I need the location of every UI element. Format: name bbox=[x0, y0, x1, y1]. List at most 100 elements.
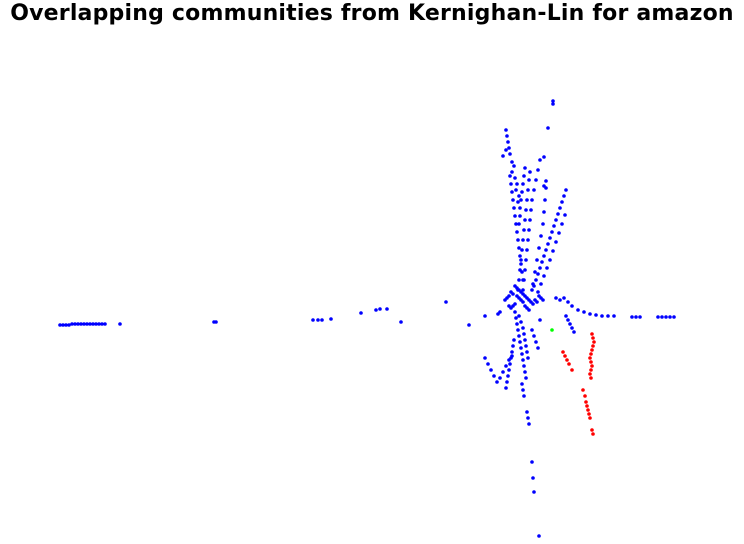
scatter-point bbox=[70, 322, 74, 326]
scatter-point bbox=[79, 322, 83, 326]
scatter-point bbox=[88, 322, 92, 326]
scatter-point bbox=[551, 99, 555, 103]
scatter-point bbox=[510, 350, 514, 354]
scatter-point bbox=[537, 246, 541, 250]
scatter-point bbox=[519, 320, 523, 324]
scatter-point bbox=[512, 338, 516, 342]
scatter-point bbox=[506, 140, 510, 144]
scatter-point bbox=[518, 340, 522, 344]
scatter-point bbox=[85, 322, 89, 326]
scatter-point bbox=[539, 282, 543, 286]
scatter-point bbox=[600, 314, 604, 318]
scatter-point bbox=[543, 198, 547, 202]
scatter-point bbox=[589, 352, 593, 356]
scatter-point bbox=[522, 332, 526, 336]
scatter-point bbox=[517, 334, 521, 338]
scatter-point bbox=[513, 214, 517, 218]
scatter-point bbox=[588, 312, 592, 316]
scatter-point bbox=[507, 304, 511, 308]
scatter-point bbox=[64, 323, 68, 327]
scatter-point bbox=[501, 154, 505, 158]
scatter-point bbox=[541, 298, 545, 302]
scatter-point bbox=[495, 380, 499, 384]
scatter-point bbox=[562, 296, 566, 300]
scatter-point bbox=[554, 240, 558, 244]
scatter-point bbox=[517, 222, 521, 226]
scatter-point bbox=[588, 372, 592, 376]
scatter-point bbox=[515, 230, 519, 234]
scatter-point bbox=[508, 362, 512, 366]
scatter-point bbox=[528, 170, 532, 174]
scatter-point bbox=[536, 290, 540, 294]
scatter-point bbox=[483, 356, 487, 360]
scatter-point bbox=[656, 315, 660, 319]
scatter-point bbox=[385, 307, 389, 311]
scatter-point bbox=[504, 386, 508, 390]
scatter-point bbox=[531, 476, 535, 480]
scatter-point bbox=[517, 278, 521, 282]
scatter-point bbox=[58, 323, 62, 327]
scatter-point bbox=[483, 314, 487, 318]
scatter-point bbox=[100, 322, 104, 326]
scatter-point bbox=[582, 310, 586, 314]
scatter-point bbox=[538, 318, 542, 322]
scatter-point bbox=[532, 188, 536, 192]
scatter-point bbox=[521, 300, 525, 304]
scatter-point bbox=[507, 358, 511, 362]
scatter-point bbox=[501, 370, 505, 374]
scatter-point bbox=[516, 328, 520, 332]
scatter-point bbox=[526, 356, 530, 360]
scatter-point bbox=[548, 258, 552, 262]
scatter-point bbox=[534, 278, 538, 282]
scatter-point bbox=[530, 288, 534, 292]
scatter-point bbox=[521, 388, 525, 392]
scatter-point bbox=[498, 376, 502, 380]
scatter-point bbox=[519, 258, 523, 262]
scatter-point bbox=[521, 358, 525, 362]
scatter-point bbox=[329, 317, 333, 321]
scatter-point bbox=[527, 178, 531, 182]
scatter-point bbox=[76, 322, 80, 326]
scatter-point bbox=[590, 428, 594, 432]
scatter-point bbox=[550, 328, 554, 332]
scatter-point bbox=[316, 318, 320, 322]
scatter-point bbox=[73, 322, 77, 326]
scatter-point bbox=[523, 370, 527, 374]
scatter-point bbox=[589, 360, 593, 364]
scatter-point bbox=[541, 222, 545, 226]
scatter-point bbox=[527, 308, 531, 312]
scatter-point bbox=[82, 322, 86, 326]
scatter-point bbox=[562, 194, 566, 198]
scatter-point bbox=[320, 318, 324, 322]
scatter-point bbox=[526, 238, 530, 242]
scatter-point bbox=[630, 315, 634, 319]
scatter-point bbox=[505, 134, 509, 138]
scatter-point bbox=[521, 238, 525, 242]
scatter-point bbox=[527, 422, 531, 426]
scatter-point bbox=[520, 248, 524, 252]
scatter-point bbox=[378, 307, 382, 311]
scatter-point bbox=[529, 208, 533, 212]
scatter-point bbox=[591, 432, 595, 436]
scatter-point bbox=[570, 326, 574, 330]
scatter-point bbox=[399, 320, 403, 324]
scatter-point bbox=[544, 248, 548, 252]
scatter-point bbox=[530, 460, 534, 464]
scatter-point bbox=[572, 330, 576, 334]
scatter-point bbox=[519, 346, 523, 350]
scatter-point bbox=[528, 218, 532, 222]
scatter-point bbox=[554, 296, 558, 300]
scatter-point bbox=[510, 354, 514, 358]
scatter-point bbox=[564, 188, 568, 192]
scatter-point bbox=[544, 186, 548, 190]
scatter-point bbox=[518, 254, 522, 258]
scatter-point bbox=[519, 262, 523, 266]
scatter-point bbox=[515, 322, 519, 326]
scatter-point bbox=[566, 318, 570, 322]
scatter-point bbox=[512, 206, 516, 210]
scatter-point bbox=[518, 206, 522, 210]
scatter-point bbox=[563, 354, 567, 358]
scatter-point bbox=[538, 266, 542, 270]
scatter-point bbox=[548, 236, 552, 240]
scatter-point bbox=[509, 182, 513, 186]
